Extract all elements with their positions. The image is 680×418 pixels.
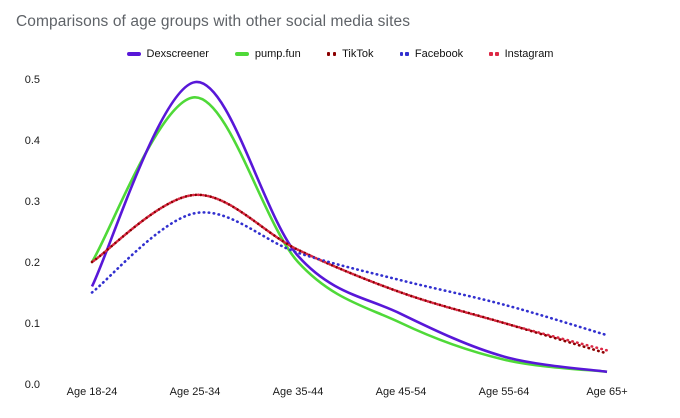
chart-title: Comparisons of age groups with other soc…: [16, 13, 411, 30]
legend-item-tiktok: TikTok: [326, 48, 374, 60]
legend-label: Dexscreener: [146, 48, 209, 60]
legend-label: Instagram: [504, 48, 554, 60]
series-line-facebook: [90, 211, 609, 337]
x-axis-label: Age 25-34: [170, 386, 221, 398]
series-line-instagram: [90, 193, 609, 352]
y-tick-label: 0.5: [25, 74, 40, 86]
y-tick-label: 0.3: [25, 196, 40, 208]
legend-item-instagram: Instagram: [489, 48, 553, 60]
x-axis-label: Age 18-24: [67, 386, 118, 398]
x-axis-label: Age 35-44: [273, 386, 324, 398]
facebook-legend-marker-icon: [399, 52, 409, 56]
x-axis-label: Age 45-54: [376, 386, 427, 398]
legend-label: TikTok: [342, 48, 374, 60]
y-tick-label: 0.4: [25, 135, 40, 147]
dexscreener-legend-marker-icon: [126, 52, 141, 56]
series-line-pump-fun: [90, 95, 608, 374]
pump-fun-legend-marker-icon: [234, 52, 249, 56]
x-axis-label: Age 65+: [586, 386, 627, 398]
series-line-dexscreener: [90, 80, 608, 374]
chart-legend: Dexscreener pump.fun TikTok Facebook Instagr…: [0, 48, 680, 60]
y-tick-label: 0.1: [25, 318, 40, 330]
legend-item-facebook: Facebook: [399, 48, 464, 60]
legend-item-dexscreener: Dexscreener: [126, 48, 209, 60]
legend-item-pump-fun: pump.fun: [234, 48, 301, 60]
legend-label: Facebook: [414, 48, 464, 60]
y-tick-label: 0.0: [25, 379, 40, 391]
instagram-legend-marker-icon: [489, 52, 499, 56]
legend-label: pump.fun: [254, 48, 301, 60]
y-tick-label: 0.2: [25, 257, 40, 269]
tiktok-legend-marker-icon: [326, 52, 337, 56]
x-axis-label: Age 55-64: [479, 386, 530, 398]
